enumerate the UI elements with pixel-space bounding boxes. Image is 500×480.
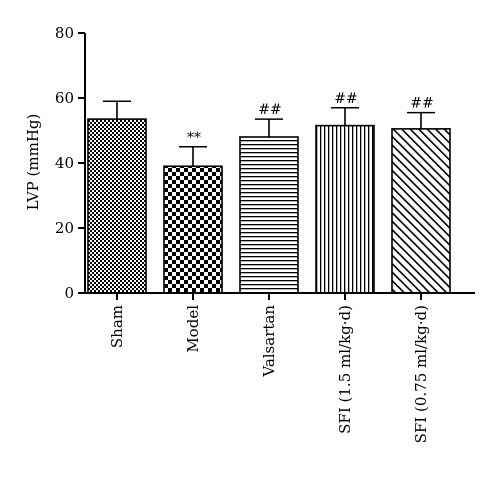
x-category-label: Model <box>184 305 202 353</box>
y-tick-label: 80 <box>55 24 74 42</box>
bar <box>391 128 451 294</box>
significance-label: ## <box>258 102 281 118</box>
y-tick-label: 60 <box>55 89 74 107</box>
bar <box>239 136 299 294</box>
y-tick-label: 40 <box>55 154 74 172</box>
x-category-label: SFI (1.5 ml/kg·d) <box>336 305 354 434</box>
x-axis: Sham Model Valsartan SFI (1.5 ml/kg·d) SFI (… <box>85 292 475 443</box>
y-axis: 0 20 40 60 80 <box>55 24 86 302</box>
y-tick-label: 20 <box>55 219 74 237</box>
x-category-label: Sham <box>108 305 126 348</box>
bar <box>163 165 223 294</box>
bar <box>315 124 375 294</box>
y-axis-title: LVP (mmHg) <box>24 114 42 211</box>
significance-label: ## <box>410 96 433 112</box>
bar <box>87 118 147 294</box>
significance-label: ## <box>334 91 357 107</box>
x-category-label: Valsartan <box>260 305 278 378</box>
y-tick-label: 0 <box>64 284 74 302</box>
x-category-label: SFI (0.75 ml/kg·d) <box>412 305 430 443</box>
bars-group: ** ## ## ## <box>87 91 451 294</box>
significance-label: ** <box>187 130 201 146</box>
